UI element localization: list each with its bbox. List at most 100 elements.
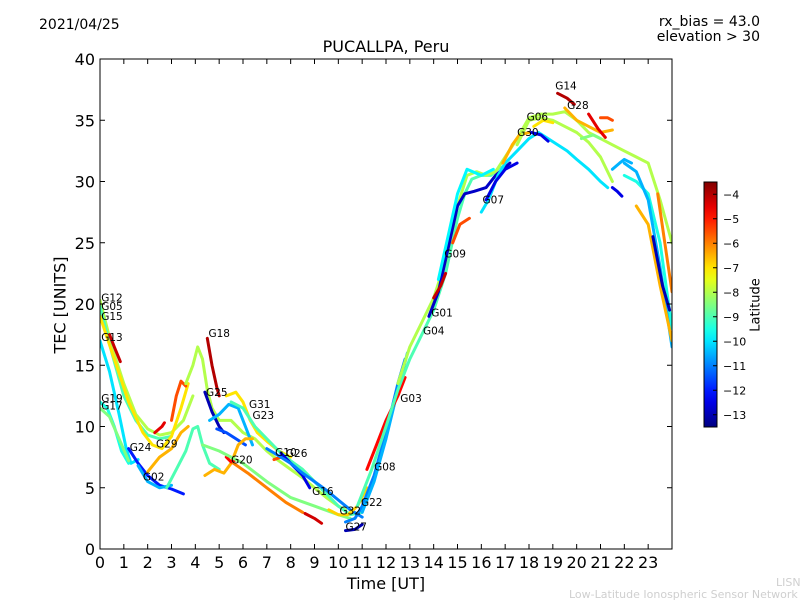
x-tick-label: 1 <box>119 553 129 572</box>
series-line-g28b <box>587 112 607 139</box>
satellite-label: G17 <box>101 400 123 412</box>
x-tick-label: 5 <box>214 553 224 572</box>
series-line-g24 <box>127 447 185 496</box>
series-line-g21 <box>610 157 633 171</box>
series-line-g29c <box>153 421 166 435</box>
colorbar-tick-label: −7 <box>723 262 739 275</box>
x-tick-label: 13 <box>400 553 420 572</box>
x-tick-label: 16 <box>471 553 491 572</box>
satellite-label: G08 <box>374 462 396 474</box>
satellite-label: G03 <box>400 393 422 405</box>
series-line-g15 <box>100 314 190 451</box>
series-line-g11c <box>634 204 672 343</box>
x-tick-label: 9 <box>309 553 319 572</box>
series-group <box>100 91 672 533</box>
satellite-label: G01 <box>431 307 453 319</box>
series-line-g06 <box>515 116 614 183</box>
colorbar-tick-label: −12 <box>723 384 746 397</box>
satellite-label: G07 <box>483 195 505 207</box>
colorbar-tick-label: −4 <box>723 188 739 201</box>
satellite-label: G16 <box>312 486 334 498</box>
x-tick-label: 19 <box>543 553 563 572</box>
series-line-g17 <box>100 406 131 463</box>
colorbar-tick-label: −8 <box>723 286 739 299</box>
x-tick-label: 22 <box>614 553 634 572</box>
series-line-g16c <box>303 512 324 525</box>
y-tick-label: 15 <box>75 356 95 375</box>
x-axis-label: Time [UT] <box>346 574 426 593</box>
series-line-g18a <box>170 379 188 422</box>
series-line-g02 <box>136 464 173 490</box>
x-tick-label: 21 <box>590 553 610 572</box>
series-line-g30 <box>501 131 531 165</box>
x-tick-label: 17 <box>495 553 515 572</box>
colorbar-tick-label: −6 <box>723 237 739 250</box>
satellite-label: G06 <box>527 111 549 123</box>
series-line-g09 <box>451 216 471 245</box>
x-tick-label: 23 <box>638 553 658 572</box>
x-tick-label: 11 <box>352 553 372 572</box>
series-line-g01 <box>427 161 512 318</box>
series-line-g29 <box>146 425 190 474</box>
x-tick-label: 20 <box>566 553 586 572</box>
satellite-label: G24 <box>130 442 152 454</box>
colorbar-tick-label: −13 <box>723 409 746 422</box>
x-tick-label: 2 <box>143 553 153 572</box>
series-line-g11d <box>656 192 672 294</box>
x-tick-label: 0 <box>95 553 105 572</box>
x-tick-label: 7 <box>262 553 272 572</box>
credit-lisn: LISN <box>776 576 800 589</box>
series-line-g01b <box>432 271 448 300</box>
x-tick-label: 3 <box>166 553 176 572</box>
satellite-label: G30 <box>517 127 539 139</box>
series-line-g13b <box>100 339 140 465</box>
series-line-g28d <box>579 133 602 141</box>
colorbar-tick-label: −10 <box>723 335 746 348</box>
satellite-label: G18 <box>208 328 230 340</box>
x-tick-label: 10 <box>328 553 348 572</box>
series-line-g30b <box>529 131 550 143</box>
satellite-label: G02 <box>143 471 165 483</box>
series-line-g08 <box>365 376 407 471</box>
x-tick-label: 4 <box>190 553 200 572</box>
satellite-label: G25 <box>206 387 228 399</box>
satellite-label: G22 <box>361 497 383 509</box>
series-line-g29b <box>165 425 221 490</box>
satellite-label: G27 <box>345 522 367 534</box>
colorbar-tick-label: −5 <box>723 213 739 226</box>
y-tick-label: 20 <box>75 295 95 314</box>
series-line-g11b <box>622 161 672 349</box>
satellite-label: G15 <box>101 311 123 323</box>
x-tick-label: 6 <box>238 553 248 572</box>
satellite-label: G19 <box>101 393 123 405</box>
series-line-g26b <box>265 447 364 519</box>
series-line-g16b <box>232 461 305 514</box>
series-line-g07b <box>484 161 519 202</box>
satellite-label: G05 <box>101 301 123 313</box>
satellite-label: G20 <box>231 454 253 466</box>
satellite-label: G04 <box>423 326 445 338</box>
satellite-label: G12 <box>101 293 123 305</box>
satellite-label: G26 <box>286 448 308 460</box>
series-line-g11e <box>651 235 672 312</box>
colorbar-tick-label: −11 <box>723 360 746 373</box>
chart-title: PUCALLPA, Peru <box>322 37 450 56</box>
series-line-g18b <box>205 336 221 398</box>
x-tick-label: 18 <box>519 553 539 572</box>
series-line-g13 <box>108 333 122 364</box>
rx-bias-label: rx_bias = 43.0 <box>658 14 760 30</box>
series-line-g14 <box>556 91 576 106</box>
satellite-label: G32 <box>340 506 362 518</box>
series-line-g04 <box>396 110 672 386</box>
satellite-label: G29 <box>156 438 178 450</box>
satellite-label: G10 <box>275 447 297 459</box>
credit-network: Low-Latitude Ionospheric Sensor Network <box>569 588 798 601</box>
y-tick-label: 5 <box>85 479 95 498</box>
series-line-g11 <box>622 173 672 330</box>
satellite-label: G13 <box>101 332 123 344</box>
y-tick-label: 25 <box>75 234 95 253</box>
x-tick-label: 8 <box>286 553 296 572</box>
series-line-g09b <box>436 167 495 281</box>
series-line-g27 <box>344 523 364 533</box>
